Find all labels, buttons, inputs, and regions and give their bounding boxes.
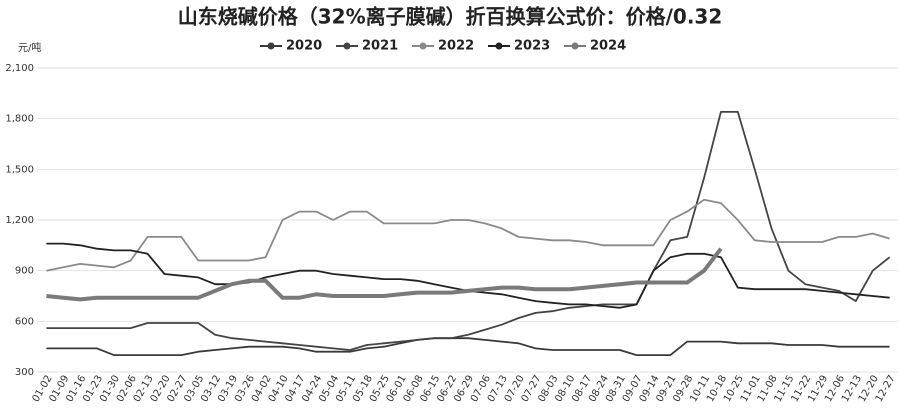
- legend-label: 2020: [286, 39, 322, 54]
- y-tick-label: 1,200: [5, 215, 34, 226]
- y-tick-label: 1,500: [5, 164, 34, 175]
- legend-marker: [343, 42, 351, 50]
- y-tick-label: 300: [15, 367, 34, 378]
- y-unit: 元/吨: [18, 41, 41, 54]
- y-tick-label: 600: [15, 316, 34, 327]
- series-line: [46, 198, 890, 272]
- legend-label: 2024: [590, 39, 626, 54]
- legend-label: 2021: [362, 39, 398, 54]
- chart-title: 山东烧碱价格（32%离子膜碱）折百换算公式价：价格/0.32: [178, 5, 723, 29]
- y-tick-label: 900: [15, 266, 34, 277]
- series-line: [46, 337, 890, 356]
- legend-label: 2023: [514, 39, 550, 54]
- legend-marker: [495, 42, 503, 50]
- y-tick-label: 2,100: [5, 63, 34, 74]
- legend-marker: [267, 42, 275, 50]
- series-line: [46, 247, 723, 302]
- y-tick-label: 1,800: [5, 114, 34, 125]
- legend-marker: [419, 42, 427, 50]
- legend-marker: [571, 42, 579, 50]
- series-line: [46, 111, 891, 351]
- legend-label: 2022: [438, 39, 474, 54]
